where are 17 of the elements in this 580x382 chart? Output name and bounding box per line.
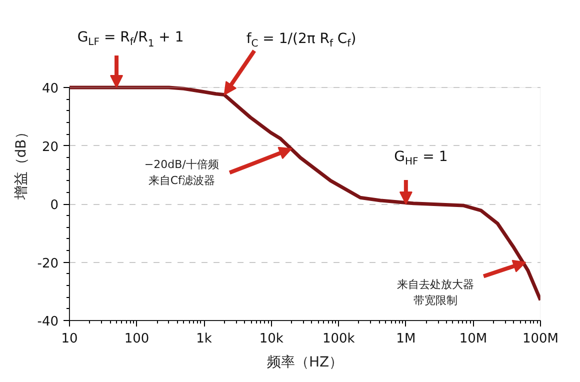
x-tick-label: 100k [322, 332, 356, 346]
x-tick-label: 100M [522, 332, 559, 346]
x-tick-label: 1k [196, 332, 212, 346]
annotation: −20dB/十倍频来自Cf滤波器 [144, 158, 219, 188]
x-tick-label: 100 [124, 332, 150, 346]
y-tick-label: 40 [42, 82, 59, 96]
y-tick-label: -20 [37, 256, 58, 272]
x-tick-label: 10 [61, 332, 78, 346]
x-tick-label: 1M [396, 332, 416, 346]
y-axis-title: 增益（dB） [13, 125, 30, 201]
y-tick-label: 0 [50, 198, 59, 213]
annotation: 来自去处放大器带宽限制 [397, 278, 474, 307]
x-tick-label: 10k [259, 332, 284, 346]
y-tick-label: 20 [42, 140, 59, 155]
y-tick-label: -40 [37, 314, 58, 330]
x-axis-title: 频率（HZ） [266, 354, 344, 370]
x-tick-label: 10M [459, 332, 488, 346]
